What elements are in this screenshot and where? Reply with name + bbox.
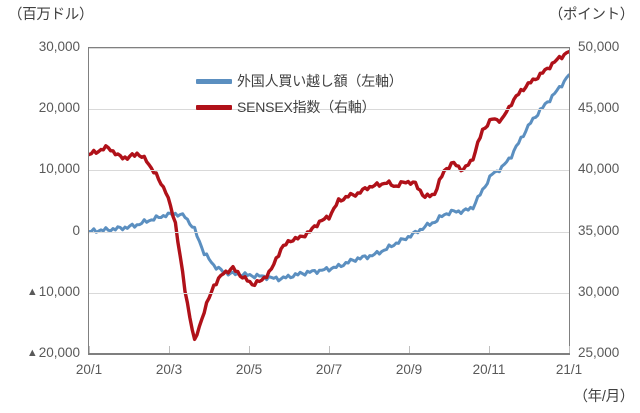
gridline	[89, 48, 569, 49]
plot-area	[88, 47, 570, 355]
right-axis-tick-label: 45,000	[578, 100, 620, 116]
left-axis-tick-label: 0	[72, 222, 80, 238]
series-lines	[89, 49, 569, 342]
gridline	[89, 170, 569, 172]
x-axis-tick	[409, 346, 410, 353]
x-axis-tick	[169, 346, 170, 353]
x-axis-tick-label: 20/1	[75, 362, 103, 377]
x-axis-tick	[569, 346, 570, 353]
x-axis-tick-label: 20/5	[235, 362, 263, 377]
gridline	[89, 109, 569, 111]
x-axis-tick-label: 20/3	[155, 362, 183, 377]
series-line-sensex	[89, 49, 569, 342]
left-axis-tick-label: ▲20,000	[26, 345, 80, 360]
x-axis-tick-label: 21/1	[555, 362, 583, 377]
legend: 外国人買い越し額（左軸） SENSEX指数（右軸）	[196, 68, 426, 120]
x-axis-tick	[489, 346, 490, 353]
negative-triangle-icon: ▲	[26, 285, 38, 298]
right-axis-unit-label: （ポイント）	[548, 7, 635, 23]
negative-triangle-icon: ▲	[26, 347, 38, 359]
legend-swatch-blue	[196, 78, 232, 84]
right-axis-tick-label: 30,000	[578, 283, 620, 299]
legend-label-foreign-net-buying: 外国人買い越し額（左軸）	[237, 73, 403, 89]
right-axis-tick-label: 35,000	[578, 222, 620, 238]
x-axis-tick	[89, 346, 90, 353]
left-axis-tick-label: 30,000	[38, 39, 80, 54]
left-axis-tick-label: ▲10,000	[26, 283, 80, 299]
right-axis-tick-label: 40,000	[578, 161, 620, 177]
legend-item-sensex: SENSEX指数（右軸）	[196, 94, 426, 120]
legend-swatch-red	[196, 104, 232, 110]
left-axis-tick-label: 20,000	[38, 100, 80, 116]
x-axis-unit-label: （年/月）	[573, 389, 634, 405]
x-axis-tick-label: 20/9	[395, 362, 423, 377]
left-axis-unit-label: （百万ドル）	[8, 7, 94, 23]
x-axis-tick-label: 20/11	[472, 362, 506, 377]
gridline	[89, 292, 569, 294]
legend-label-sensex: SENSEX指数（右軸）	[237, 99, 376, 115]
left-axis-tick-label: 10,000	[38, 161, 80, 177]
right-axis-tick-label: 50,000	[578, 39, 620, 54]
x-axis-tick-label: 20/7	[315, 362, 343, 377]
series-line-foreign-net-buying	[89, 73, 569, 283]
x-axis-tick	[329, 346, 330, 353]
right-axis-tick-label: 25,000	[578, 345, 620, 360]
legend-item-foreign-net-buying: 外国人買い越し額（左軸）	[196, 68, 426, 94]
x-axis-tick	[249, 346, 250, 353]
gridlines	[89, 48, 570, 353]
gridline	[89, 231, 569, 233]
